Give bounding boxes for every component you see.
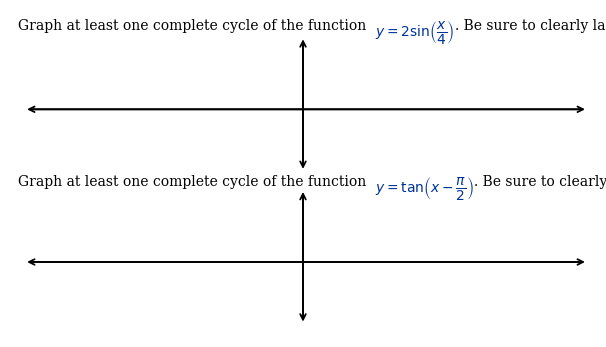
Text: $y = \tan\!\left(x - \dfrac{\pi}{2}\right)$: $y = \tan\!\left(x - \dfrac{\pi}{2}\righ… — [375, 175, 474, 202]
Text: . Be sure to clearly label both axes.: . Be sure to clearly label both axes. — [454, 19, 606, 33]
Text: $y = 2\sin\!\left(\dfrac{x}{4}\right)$: $y = 2\sin\!\left(\dfrac{x}{4}\right)$ — [375, 19, 454, 46]
Text: Graph at least one complete cycle of the function: Graph at least one complete cycle of the… — [18, 19, 375, 33]
Text: . Be sure to clearly label both axes.: . Be sure to clearly label both axes. — [474, 175, 606, 189]
Text: Graph at least one complete cycle of the function: Graph at least one complete cycle of the… — [18, 175, 375, 189]
